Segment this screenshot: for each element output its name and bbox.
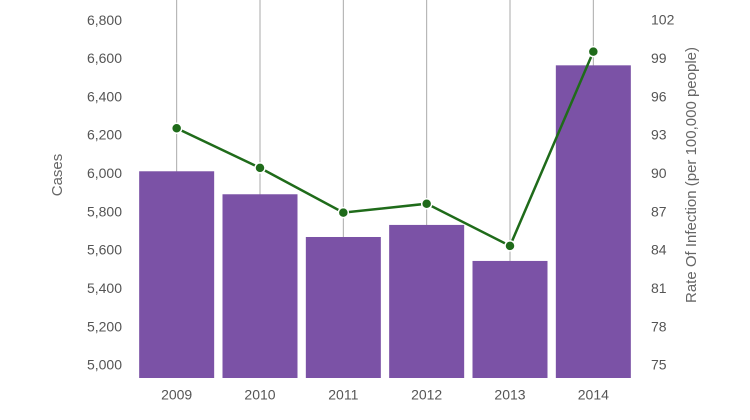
bar	[222, 194, 298, 378]
line	[176, 51, 595, 248]
y-tick-label: 5,600	[87, 242, 122, 258]
y2-tick-label: 78	[651, 318, 667, 334]
y2-tick-label: 90	[651, 165, 667, 181]
bar	[389, 224, 465, 378]
y2-tick-label: 93	[651, 127, 667, 143]
x-tick-label: 2009	[161, 387, 192, 403]
line-point	[420, 197, 433, 210]
y-tick-label: 6,000	[87, 165, 122, 181]
y-tick-label: 5,200	[87, 318, 122, 334]
bar	[555, 65, 631, 379]
y2-tick-label: 96	[651, 88, 667, 104]
bar	[139, 171, 215, 378]
y2-tick-label: 99	[651, 50, 667, 66]
x-tick-label: 2010	[244, 387, 275, 403]
x-tick-label: 2013	[494, 387, 525, 403]
y2-axis-title: Rate Of Infection (per 100,000 people)	[683, 47, 700, 303]
line-point	[170, 122, 183, 135]
line-point	[337, 206, 350, 219]
y2-tick-label: 102	[651, 12, 675, 28]
x-tick-label: 2014	[578, 387, 609, 403]
y-tick-label: 6,800	[87, 12, 122, 28]
y2-tick-label: 84	[651, 242, 667, 258]
y2-tick-label: 81	[651, 280, 667, 296]
y-tick-label: 6,200	[87, 127, 122, 143]
x-tick-label: 2011	[328, 387, 358, 403]
y2-tick-label: 75	[651, 357, 667, 373]
line-point	[587, 45, 600, 58]
bar	[305, 236, 381, 378]
y-tick-label: 5,000	[87, 357, 122, 373]
bar	[472, 260, 548, 378]
y2-tick-label: 87	[651, 203, 667, 219]
y-axis-title: Cases	[49, 154, 66, 197]
x-tick-label: 2012	[411, 387, 442, 403]
y-tick-label: 6,400	[87, 88, 122, 104]
y-tick-label: 6,600	[87, 50, 122, 66]
line-point	[504, 240, 516, 252]
y-tick-label: 5,800	[87, 203, 122, 219]
y-tick-label: 5,400	[87, 280, 122, 296]
line-point	[254, 162, 266, 174]
